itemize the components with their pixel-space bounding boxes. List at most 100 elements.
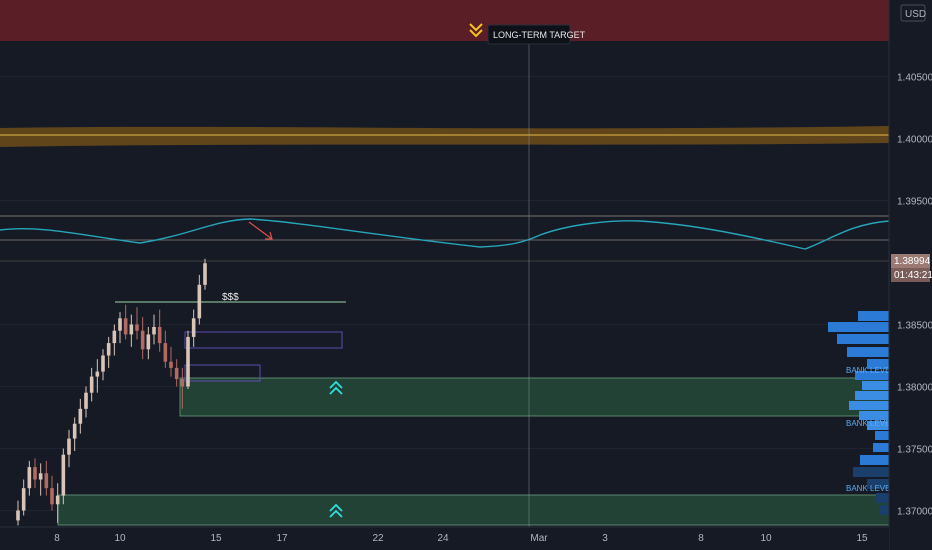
time-tick-label: 24	[437, 533, 449, 544]
chevron-up-icon	[329, 380, 343, 395]
time-tick-label: 10	[760, 533, 772, 544]
demand-zone-lower	[57, 494, 890, 526]
candle-body	[21, 488, 26, 511]
candle-body	[174, 367, 179, 380]
time-tick-label: 8	[54, 533, 60, 544]
imbalance-box-2	[184, 364, 261, 382]
last-price-label: 1.38994	[894, 256, 931, 267]
candle-body	[106, 343, 111, 356]
price-tick-label: 1.40500	[897, 73, 932, 84]
price-tick-label: 1.38000	[897, 383, 932, 394]
candle-body	[169, 361, 173, 368]
candle-body	[27, 467, 32, 489]
candle-body	[16, 510, 20, 521]
candle-body	[197, 284, 202, 319]
candle-body	[55, 495, 60, 505]
candle-body	[135, 324, 139, 331]
time-tick-label: 15	[210, 533, 222, 544]
candle-body	[180, 379, 185, 387]
red-arrow	[248, 221, 273, 240]
target-zone	[0, 0, 889, 41]
candle-body	[38, 473, 43, 480]
volume-bar	[837, 334, 889, 344]
candle-body	[163, 343, 168, 362]
long-term-target-label: LONG-TERM TARGET	[493, 30, 586, 40]
time-axis-ticks: 8 10 15 17 22 24 Mar 3 8 10 15	[54, 533, 868, 544]
volume-bar	[860, 455, 889, 465]
candle-body	[157, 326, 162, 344]
candle-body	[50, 488, 54, 505]
currency-label: USD	[905, 9, 926, 20]
candle-body	[203, 263, 207, 285]
time-axis[interactable]	[0, 527, 889, 550]
price-axis-ticks: 1.40500 1.40000 1.39500 1.38500 1.38000 1.375…	[897, 73, 932, 518]
candle-body	[140, 330, 145, 350]
price-tick-label: 1.39500	[897, 197, 932, 208]
candle-body	[152, 326, 156, 335]
volume-bar	[859, 411, 889, 420]
candle-body	[191, 318, 196, 337]
time-tick-label: 17	[276, 533, 288, 544]
time-tick-label: 10	[114, 533, 126, 544]
candle-body	[78, 408, 83, 424]
liquidity-label: $$$	[222, 292, 239, 303]
volume-bar	[867, 479, 889, 489]
time-tick-label: 3	[602, 533, 608, 544]
demand-zone-upper	[179, 377, 890, 417]
time-tick-label: 8	[698, 533, 704, 544]
volume-bar	[849, 401, 889, 410]
candles	[16, 258, 207, 526]
candle-body	[129, 324, 134, 335]
bank-level-label-2: BANK LEVEL	[846, 419, 895, 428]
time-tick-label: Mar	[530, 533, 548, 544]
volume-bar	[875, 431, 889, 440]
price-tick-label: 1.37500	[897, 445, 932, 456]
volume-bar	[876, 493, 889, 503]
last-price-badge	[891, 254, 930, 268]
volume-profile	[828, 311, 889, 515]
candle-body	[101, 355, 105, 372]
volume-bar	[847, 347, 889, 357]
time-tick-label: 15	[856, 533, 868, 544]
candle-body	[118, 318, 122, 331]
candle-body	[67, 438, 71, 455]
candle-body	[72, 423, 77, 439]
candle-body	[44, 473, 49, 489]
resistance-band	[0, 126, 889, 147]
volume-bar	[873, 443, 889, 452]
volume-bar	[862, 381, 889, 390]
volume-bar	[855, 391, 889, 400]
time-tick-label: 22	[372, 533, 384, 544]
volume-bar	[867, 421, 889, 430]
price-tick-label: 1.37000	[897, 507, 932, 518]
chevron-down-icon	[469, 23, 483, 38]
chevron-up-icon	[329, 503, 343, 518]
candle-body	[123, 318, 128, 335]
currency-badge[interactable]	[900, 4, 926, 22]
volume-bar	[858, 311, 889, 321]
countdown-badge	[891, 268, 930, 282]
bank-level-label-3: BANK LEVEL	[846, 484, 895, 493]
volume-bar	[855, 371, 889, 380]
candle-body	[146, 334, 151, 350]
volume-bar	[879, 505, 889, 515]
long-term-target-badge	[487, 24, 571, 45]
imbalance-box-1	[184, 331, 343, 349]
candle-body	[33, 467, 37, 480]
candle-body	[61, 454, 66, 496]
bank-level-label-1: BANK LEVEL	[846, 366, 895, 375]
volume-bar	[853, 467, 889, 477]
candle-body	[84, 392, 88, 409]
candle-body	[95, 371, 100, 377]
volume-bar	[867, 359, 889, 369]
price-tick-label: 1.40000	[897, 135, 932, 146]
cycle-curve	[0, 218, 890, 250]
price-tick-label: 1.38500	[897, 321, 932, 332]
candle-body	[186, 336, 190, 387]
volume-bar	[828, 322, 889, 332]
candle-body	[112, 330, 117, 344]
candle-body	[89, 376, 94, 393]
countdown-label: 01:43:21	[894, 270, 932, 281]
